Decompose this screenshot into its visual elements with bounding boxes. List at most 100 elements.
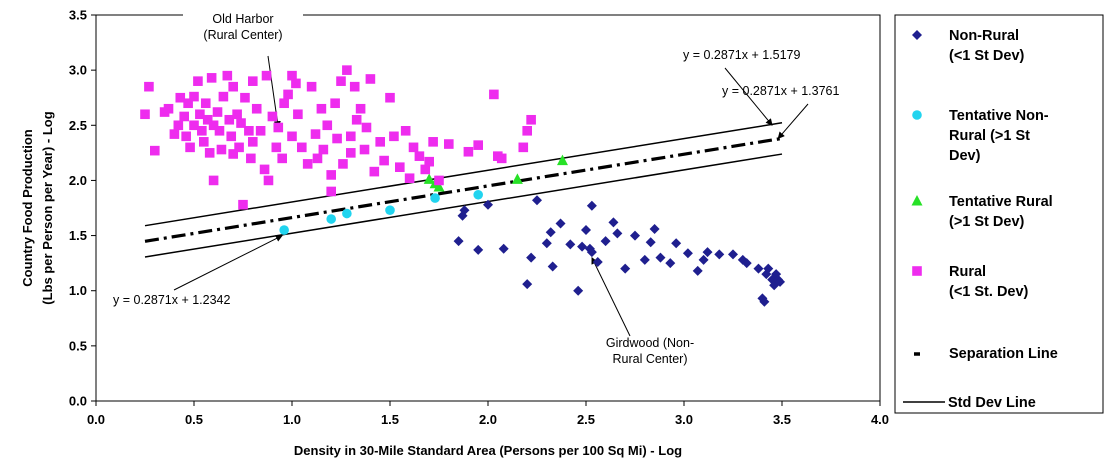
- rural-point: [338, 159, 348, 169]
- annotation-old-harbor: (Rural Center): [203, 28, 282, 42]
- legend-label: Separation Line: [949, 346, 1058, 362]
- rural-point: [444, 139, 454, 149]
- rural-point: [395, 162, 405, 172]
- annotation-girdwood-arrow: [591, 256, 631, 337]
- rural-point: [238, 199, 248, 210]
- rural-point: [183, 98, 193, 109]
- non-rural-point: [665, 258, 676, 269]
- y-axis-title: Country Food Production (Lbs per Person …: [20, 111, 55, 304]
- rural-point: [248, 137, 258, 147]
- y-tick-label: 1.5: [69, 228, 87, 243]
- x-axis-title: Density in 30-Mile Standard Area (Person…: [294, 443, 682, 458]
- y-tick-label: 3.5: [69, 8, 87, 23]
- rural-point: [346, 131, 356, 142]
- tentative-rural-point: [423, 173, 435, 184]
- legend-non-rural-point-swatch: [912, 30, 922, 40]
- non-rural-point: [555, 218, 566, 229]
- non-rural-point: [498, 243, 509, 254]
- x-tick-label: 1.5: [381, 412, 399, 427]
- x-tick-label: 0.5: [185, 412, 203, 427]
- rural-point: [185, 142, 195, 153]
- non-rural-point: [753, 263, 764, 274]
- non-rural-point: [759, 296, 770, 307]
- legend-label: Rural: [949, 264, 986, 280]
- rural-point: [263, 175, 274, 186]
- rural-point: [175, 92, 186, 103]
- rural-point: [496, 153, 507, 164]
- rural-point: [326, 186, 336, 197]
- non-rural-point: [586, 247, 597, 258]
- rural-point: [424, 156, 434, 167]
- rural-point: [318, 144, 329, 155]
- x-tick-label: 1.0: [283, 412, 301, 427]
- legend-label: Non-Rural: [949, 28, 1019, 44]
- rural-point: [389, 131, 399, 142]
- annotations: Old Harbor (Rural Center) y = 0.2871x + 1.…: [113, 8, 840, 366]
- rural-point: [189, 91, 199, 102]
- rural-point: [326, 170, 336, 180]
- non-rural-point: [608, 217, 619, 228]
- rural-point: [240, 92, 250, 103]
- rural-point: [169, 129, 180, 139]
- non-rural-point: [565, 239, 576, 250]
- rural-point: [489, 89, 499, 100]
- x-tick-label: 2.5: [577, 412, 595, 427]
- non-rural-point: [541, 238, 552, 249]
- tentative-non-rural-point: [279, 225, 289, 235]
- annotation-girdwood: Rural Center): [612, 352, 687, 366]
- rural-point: [197, 126, 207, 136]
- non-rural-point: [649, 223, 660, 234]
- data-points: [140, 65, 786, 307]
- rural-point: [473, 140, 483, 150]
- rural-point: [522, 126, 532, 136]
- rural-point: [287, 131, 297, 142]
- tentative-non-rural-point: [430, 193, 440, 203]
- rural-point: [214, 126, 225, 136]
- rural-point: [228, 81, 238, 92]
- rural-point: [251, 103, 262, 114]
- rural-point: [302, 159, 313, 169]
- rural-point: [349, 81, 360, 92]
- non-rural-point: [526, 252, 537, 263]
- rural-point: [271, 142, 282, 153]
- std-dev-line-upper: [144, 122, 783, 227]
- non-rural-point: [586, 200, 597, 211]
- rural-point: [267, 111, 278, 122]
- y-tick-label: 1.0: [69, 283, 87, 298]
- rural-point: [359, 144, 370, 155]
- rural-point: [193, 76, 203, 86]
- y-tick-label: 0.5: [69, 338, 87, 353]
- svg-text:(Lbs per Person per Year) - Lo: (Lbs per Person per Year) - Log: [40, 111, 55, 304]
- legend-label: (<1 St. Dev): [949, 284, 1029, 300]
- rural-point: [351, 114, 362, 125]
- regression-lines: [144, 122, 783, 258]
- annotation-lower-equation-arrow: [173, 235, 283, 291]
- rural-point: [277, 153, 287, 164]
- non-rural-point: [741, 258, 752, 269]
- rural-point: [291, 78, 301, 89]
- non-rural-point: [600, 236, 611, 247]
- x-axis-ticks: 0.0 0.5 1.0 1.5 2.0 2.5 3.0 3.5 4.0: [87, 401, 889, 427]
- rural-point: [208, 120, 219, 131]
- y-tick-label: 2.0: [69, 173, 87, 188]
- rural-point: [379, 155, 389, 166]
- annotation-upper-equation-arrow: [724, 67, 773, 126]
- rural-point: [150, 145, 160, 156]
- svg-text:Country Food Production: Country Food Production: [20, 129, 35, 286]
- non-rural-point: [545, 227, 556, 238]
- rural-point: [222, 70, 233, 81]
- rural-point: [189, 120, 199, 131]
- rural-point: [200, 98, 211, 109]
- x-tick-label: 2.0: [479, 412, 497, 427]
- x-tick-label: 0.0: [87, 412, 105, 427]
- rural-point: [234, 142, 244, 153]
- rural-point: [232, 109, 242, 120]
- legend-label: Tentative Rural: [949, 194, 1053, 210]
- rural-point: [202, 114, 213, 125]
- non-rural-point: [547, 261, 558, 272]
- rural-point: [244, 126, 254, 136]
- rural-point: [279, 98, 289, 109]
- non-rural-point: [473, 244, 484, 255]
- rural-point: [179, 111, 189, 122]
